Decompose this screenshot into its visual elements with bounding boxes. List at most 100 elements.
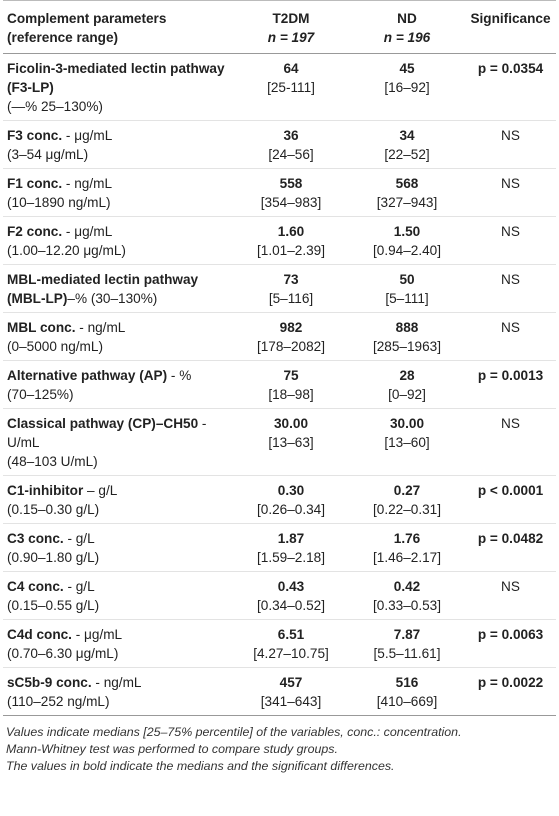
iqr: [341–643] bbox=[260, 694, 322, 709]
median: 558 bbox=[279, 176, 303, 191]
reference-range: (70–125%) bbox=[7, 387, 74, 402]
median: 1.87 bbox=[277, 531, 305, 546]
value-cell: 0.30 [0.26–0.34] bbox=[233, 475, 349, 524]
table-row: sC5b-9 conc. - ng/mL (110–252 ng/mL) 457 [3… bbox=[3, 667, 556, 716]
median: 6.51 bbox=[277, 627, 305, 642]
significance-cell: NS bbox=[465, 571, 556, 620]
significance: NS bbox=[501, 416, 520, 431]
parameter-unit: - U/mL bbox=[7, 416, 207, 450]
iqr: [0.34–0.52] bbox=[256, 598, 326, 613]
header-cell: ND n = 196 bbox=[349, 0, 465, 54]
parameter-unit: - g/L bbox=[63, 579, 95, 594]
reference-range: (3–54 μg/mL) bbox=[7, 147, 89, 162]
parameter-cell: sC5b-9 conc. - ng/mL (110–252 ng/mL) bbox=[3, 667, 233, 716]
reference-range: (0.70–6.30 μg/mL) bbox=[7, 646, 119, 661]
value-cell: 558 [354–983] bbox=[233, 168, 349, 217]
median: 0.30 bbox=[277, 483, 305, 498]
value-cell: 50 [5–111] bbox=[349, 264, 465, 313]
significance: NS bbox=[501, 128, 520, 143]
significance: p = 0.0013 bbox=[477, 368, 544, 383]
parameter-name: MBL-mediated lectin pathway (MBL-LP) bbox=[7, 272, 199, 306]
median: 75 bbox=[283, 368, 299, 383]
parameter-cell: C4 conc. - g/L (0.15–0.55 g/L) bbox=[3, 571, 233, 620]
reference-range: (110–252 ng/mL) bbox=[7, 694, 110, 709]
value-cell: 30.00 [13–63] bbox=[233, 408, 349, 476]
parameter-line: C4d conc. - μg/mL bbox=[7, 625, 229, 644]
significance: NS bbox=[501, 272, 520, 287]
parameter-name: Ficolin-3-mediated lectin pathway (F3-LP… bbox=[7, 61, 225, 95]
value-cell: 982 [178–2082] bbox=[233, 312, 349, 361]
table-row: C1-inhibitor – g/L (0.15–0.30 g/L) 0.30 [0.… bbox=[3, 475, 556, 524]
table-row: C3 conc. - g/L (0.90–1.80 g/L) 1.87 [1.59–2… bbox=[3, 523, 556, 572]
value-cell: 1.87 [1.59–2.18] bbox=[233, 523, 349, 572]
significance-cell: p = 0.0482 bbox=[465, 523, 556, 572]
table-row: C4d conc. - μg/mL (0.70–6.30 μg/mL) 6.51 [4… bbox=[3, 619, 556, 668]
value-cell: 888 [285–1963] bbox=[349, 312, 465, 361]
reference-range: (10–1890 ng/mL) bbox=[7, 195, 111, 210]
parameter-unit: - ng/mL bbox=[91, 675, 142, 690]
median: 0.42 bbox=[393, 579, 421, 594]
reference-range: (48–103 U/mL) bbox=[7, 454, 98, 469]
significance: p = 0.0063 bbox=[477, 627, 544, 642]
median: 45 bbox=[399, 61, 415, 76]
iqr: [5–111] bbox=[385, 291, 429, 306]
parameter-unit: – g/L bbox=[83, 483, 118, 498]
parameter-unit: –% (30–130%) bbox=[67, 291, 158, 306]
header-text: ND bbox=[397, 11, 417, 26]
iqr: [327–943] bbox=[376, 195, 438, 210]
median: 1.76 bbox=[393, 531, 421, 546]
header-text: n = 197 bbox=[267, 30, 315, 45]
significance: NS bbox=[501, 224, 520, 239]
parameter-line: C1-inhibitor – g/L bbox=[7, 481, 229, 500]
parameter-cell: MBL-mediated lectin pathway (MBL-LP)–% (… bbox=[3, 264, 233, 313]
significance: p = 0.0354 bbox=[477, 61, 544, 76]
median: 30.00 bbox=[273, 416, 309, 431]
significance: p = 0.0022 bbox=[477, 675, 544, 690]
significance-cell: p = 0.0063 bbox=[465, 619, 556, 668]
iqr: [0.26–0.34] bbox=[256, 502, 326, 517]
table-row: Classical pathway (CP)–CH50 - U/mL (48–10… bbox=[3, 408, 556, 476]
value-cell: 1.76 [1.46–2.17] bbox=[349, 523, 465, 572]
parameter-cell: C3 conc. - g/L (0.90–1.80 g/L) bbox=[3, 523, 233, 572]
header-text: T2DM bbox=[272, 11, 310, 26]
significance: p < 0.0001 bbox=[477, 483, 544, 498]
value-cell: 0.43 [0.34–0.52] bbox=[233, 571, 349, 620]
significance: NS bbox=[501, 176, 520, 191]
median: 64 bbox=[283, 61, 299, 76]
parameter-name: Classical pathway (CP)–CH50 bbox=[7, 416, 199, 431]
table-row: Alternative pathway (AP) - % (70–125%) 75 [… bbox=[3, 360, 556, 409]
iqr: [5–116] bbox=[268, 291, 314, 306]
parameter-cell: F1 conc. - ng/mL (10–1890 ng/mL) bbox=[3, 168, 233, 217]
table-body: Ficolin-3-mediated lectin pathway (F3-LP… bbox=[3, 53, 556, 716]
iqr: [410–669] bbox=[376, 694, 438, 709]
reference-range: (0.15–0.55 g/L) bbox=[7, 598, 100, 613]
iqr: [0.33–0.53] bbox=[372, 598, 442, 613]
parameter-name: F1 conc. bbox=[7, 176, 63, 191]
table-row: F3 conc. - μg/mL (3–54 μg/mL) 36 [24–56] 34 [… bbox=[3, 120, 556, 169]
median: 568 bbox=[395, 176, 419, 191]
header-cell: Complement parameters (reference range) bbox=[3, 0, 233, 54]
parameter-line: Ficolin-3-mediated lectin pathway (F3-LP… bbox=[7, 59, 229, 97]
median: 516 bbox=[395, 675, 419, 690]
parameter-line: Classical pathway (CP)–CH50 - U/mL bbox=[7, 414, 229, 452]
significance-cell: NS bbox=[465, 264, 556, 313]
note: Values indicate medians [25–75% percenti… bbox=[6, 725, 462, 739]
note: The values in bold indicate the medians … bbox=[6, 759, 395, 773]
iqr: [4.27–10.75] bbox=[253, 646, 329, 661]
header-text: Complement parameters bbox=[7, 11, 167, 26]
parameter-unit: - ng/mL bbox=[62, 176, 113, 191]
median: 1.60 bbox=[277, 224, 305, 239]
iqr: [1.59–2.18] bbox=[256, 550, 326, 565]
significance: p = 0.0482 bbox=[477, 531, 544, 546]
parameter-unit: - g/L bbox=[63, 531, 95, 546]
value-cell: 7.87 [5.5–11.61] bbox=[349, 619, 465, 668]
value-cell: 568 [327–943] bbox=[349, 168, 465, 217]
parameter-line: C3 conc. - g/L bbox=[7, 529, 229, 548]
iqr: [24–56] bbox=[268, 147, 314, 162]
value-cell: 64 [25-111] bbox=[233, 53, 349, 121]
parameter-unit: - μg/mL bbox=[62, 128, 113, 143]
header-text: n = 196 bbox=[383, 30, 431, 45]
parameter-cell: MBL conc. - ng/mL (0–5000 ng/mL) bbox=[3, 312, 233, 361]
parameter-cell: F3 conc. - μg/mL (3–54 μg/mL) bbox=[3, 120, 233, 169]
significance-cell: p = 0.0354 bbox=[465, 53, 556, 121]
